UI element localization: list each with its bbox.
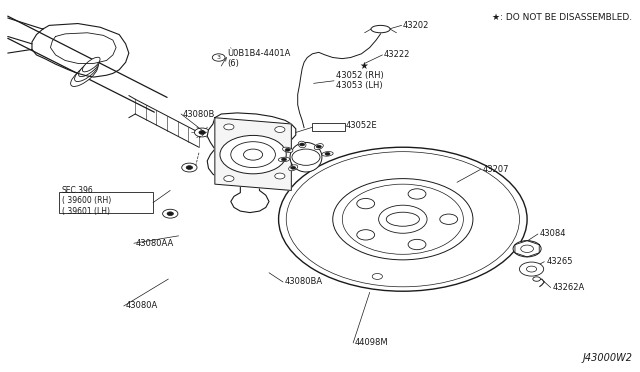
Circle shape — [231, 142, 275, 167]
Circle shape — [167, 212, 173, 215]
Circle shape — [275, 173, 285, 179]
Circle shape — [333, 179, 473, 260]
Circle shape — [408, 189, 426, 199]
Text: 43222: 43222 — [384, 51, 410, 60]
Circle shape — [220, 135, 286, 174]
Text: 43052 (RH)
43053 (LH): 43052 (RH) 43053 (LH) — [336, 71, 384, 90]
Circle shape — [316, 145, 321, 148]
Ellipse shape — [75, 62, 99, 81]
Ellipse shape — [278, 157, 290, 162]
Circle shape — [533, 277, 540, 281]
Text: Ù0B1B4-4401A
(6): Ù0B1B4-4401A (6) — [228, 49, 291, 68]
Text: 43052E: 43052E — [346, 121, 377, 129]
Text: 43080BA: 43080BA — [285, 278, 323, 286]
Text: ★: DO NOT BE DISASSEMBLED.: ★: DO NOT BE DISASSEMBLED. — [492, 13, 632, 22]
Circle shape — [224, 176, 234, 182]
Text: 43080AA: 43080AA — [135, 239, 173, 248]
Circle shape — [520, 262, 543, 276]
Ellipse shape — [83, 57, 100, 72]
Text: 43202: 43202 — [403, 21, 429, 30]
Circle shape — [357, 230, 374, 240]
Circle shape — [182, 163, 197, 172]
Circle shape — [275, 126, 285, 132]
Ellipse shape — [290, 142, 322, 172]
Text: 43265: 43265 — [546, 257, 573, 266]
Circle shape — [300, 143, 305, 146]
Polygon shape — [215, 118, 291, 190]
Ellipse shape — [79, 60, 99, 77]
Text: 43262A: 43262A — [552, 283, 585, 292]
Text: SEC.396
( 39600 (RH)
( 39601 (LH): SEC.396 ( 39600 (RH) ( 39601 (LH) — [62, 186, 111, 216]
Circle shape — [325, 153, 330, 155]
Circle shape — [379, 205, 427, 233]
Circle shape — [440, 214, 458, 224]
Ellipse shape — [289, 165, 298, 171]
Text: 43207: 43207 — [483, 165, 509, 174]
Text: 43084: 43084 — [540, 230, 566, 238]
Polygon shape — [207, 113, 296, 212]
Ellipse shape — [387, 212, 419, 226]
Circle shape — [357, 198, 374, 209]
Text: 43080B: 43080B — [183, 109, 216, 119]
Ellipse shape — [298, 141, 306, 148]
Circle shape — [292, 149, 320, 165]
Circle shape — [195, 128, 210, 137]
Ellipse shape — [371, 25, 390, 33]
Ellipse shape — [322, 151, 333, 156]
Text: ★: ★ — [359, 61, 368, 71]
Circle shape — [513, 241, 541, 257]
Circle shape — [291, 166, 296, 169]
Circle shape — [408, 239, 426, 250]
Circle shape — [282, 158, 287, 161]
Ellipse shape — [70, 64, 98, 86]
Circle shape — [224, 124, 234, 130]
Text: 44098M: 44098M — [355, 339, 388, 347]
Bar — [59, 192, 153, 212]
Text: 43080A: 43080A — [125, 301, 158, 311]
Circle shape — [212, 54, 225, 61]
Ellipse shape — [314, 144, 323, 150]
Bar — [312, 123, 346, 131]
Text: J43000W2: J43000W2 — [582, 353, 632, 363]
Circle shape — [278, 147, 527, 291]
Circle shape — [372, 273, 383, 279]
Circle shape — [163, 209, 178, 218]
Text: 3: 3 — [217, 55, 221, 60]
Ellipse shape — [282, 147, 293, 153]
Circle shape — [244, 149, 262, 160]
Circle shape — [186, 166, 193, 169]
Circle shape — [199, 131, 205, 134]
Polygon shape — [32, 23, 129, 77]
Circle shape — [285, 148, 291, 151]
